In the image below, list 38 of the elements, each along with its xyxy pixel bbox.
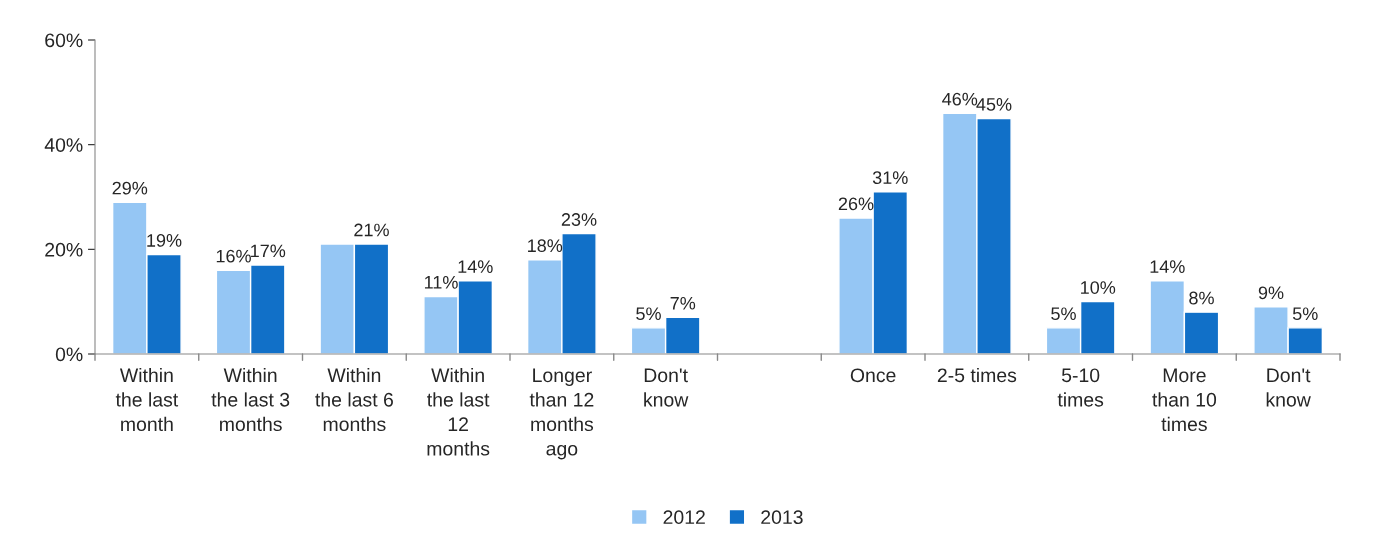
data-label: 18%: [528, 239, 563, 253]
data-label: 45%: [976, 98, 1012, 111]
y-tick-label: 40%: [44, 138, 83, 152]
data-label: 9%: [1258, 286, 1284, 300]
y-tick-label: 60%: [45, 33, 83, 48]
x-tick-label: More than 10 times: [1152, 368, 1217, 432]
data-label: 23%: [561, 213, 597, 226]
data-label: 31%: [872, 171, 908, 185]
data-label: 29%: [112, 181, 148, 195]
data-label: 14%: [458, 260, 493, 273]
x-tick-label: 5-10 times: [1057, 368, 1104, 407]
data-label: 5%: [1292, 307, 1318, 321]
x-tick-label: Within the last 6 months: [315, 367, 393, 432]
y-tick-label: 20%: [45, 242, 83, 257]
data-label: 8%: [1189, 291, 1214, 305]
x-tick-label: Longer than 12 months ago: [529, 368, 594, 460]
data-label: 19%: [147, 234, 182, 247]
x-tick-label: Once: [850, 368, 896, 383]
data-label: 5%: [636, 307, 661, 321]
data-label: 10%: [1081, 281, 1116, 294]
data-label: 16%: [216, 249, 251, 263]
data-label: 14%: [1150, 260, 1185, 273]
y-tick-label: 0%: [55, 347, 83, 362]
data-label: 46%: [942, 92, 978, 106]
data-label: 7%: [670, 296, 696, 310]
data-label: 11%: [424, 275, 458, 289]
data-label: 5%: [1051, 307, 1076, 321]
x-tick-label: Within the last 12 months: [427, 367, 490, 456]
x-tick-label: Don't know: [644, 368, 689, 407]
data-label: 26%: [838, 197, 874, 211]
x-tick-label: 2-5 times: [937, 367, 1017, 383]
legend-label: 2013: [761, 510, 803, 525]
legend-label: 2012: [663, 510, 705, 525]
data-label: 21%: [354, 223, 389, 237]
x-tick-label: Within the last month: [115, 367, 179, 432]
x-tick-label: Within the last 3 months: [211, 367, 290, 432]
x-tick-label: Don't know: [1266, 368, 1311, 407]
data-label: 17%: [251, 244, 286, 258]
